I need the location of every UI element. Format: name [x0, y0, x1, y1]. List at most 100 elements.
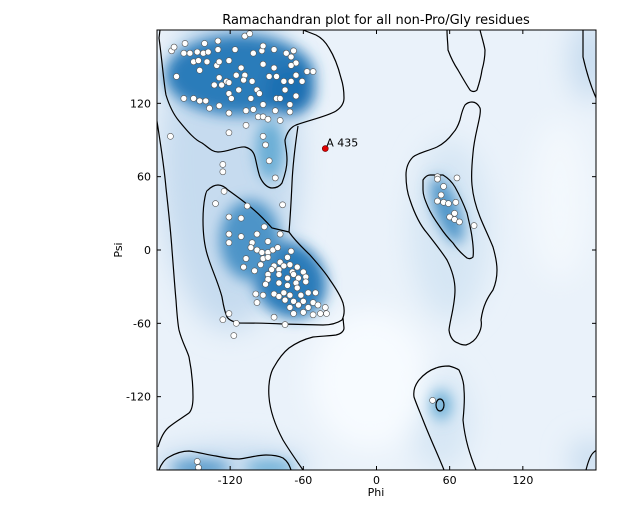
residue-point	[264, 238, 272, 245]
residue-point	[309, 68, 317, 75]
residue-point	[190, 95, 197, 102]
contour-left	[157, 117, 194, 448]
residue-point	[195, 464, 202, 470]
residue-point	[242, 255, 250, 262]
residue-point	[271, 107, 279, 114]
residue-point	[211, 81, 218, 89]
residue-point	[287, 62, 295, 69]
residue-point	[215, 102, 223, 110]
residue-point	[304, 304, 312, 311]
x-tick-label: -120	[218, 474, 243, 487]
y-tick-label: -120	[126, 391, 151, 404]
residue-point	[293, 284, 301, 292]
residue-point	[437, 191, 445, 199]
residue-point	[265, 157, 273, 165]
residue-point	[314, 301, 322, 309]
residue-point	[321, 304, 329, 311]
y-tick-label: 120	[130, 97, 151, 110]
residue-point	[237, 233, 245, 240]
residue-point	[270, 64, 278, 72]
residue-point	[290, 47, 297, 55]
contour-bottom-right-inner	[435, 398, 445, 412]
residue-point	[265, 73, 273, 80]
residue-point	[262, 280, 269, 288]
residue-point	[295, 301, 302, 309]
residue-point	[434, 197, 441, 205]
residue-point	[251, 267, 258, 275]
x-tick-label: 0	[373, 474, 380, 487]
residue-point	[248, 78, 256, 85]
data-points	[167, 30, 478, 470]
residue-point	[219, 316, 227, 323]
residue-point	[235, 86, 243, 94]
residue-point	[215, 74, 223, 81]
residue-point	[293, 263, 301, 271]
residue-point	[290, 271, 297, 278]
residue-point	[286, 291, 294, 299]
residue-point	[264, 115, 272, 123]
residue-point	[193, 48, 201, 56]
residue-point	[228, 95, 235, 102]
residue-point	[232, 320, 240, 327]
residue-point	[219, 161, 227, 168]
contour-middle	[268, 317, 345, 470]
residue-point	[202, 97, 210, 105]
residue-point	[259, 101, 267, 108]
residue-point	[170, 43, 178, 51]
residue-point	[302, 278, 310, 286]
residue-point	[434, 175, 441, 183]
residue-point	[237, 64, 245, 72]
residue-point	[173, 73, 180, 80]
residue-point	[253, 230, 261, 238]
residue-point	[452, 199, 460, 206]
residue-point	[281, 296, 289, 304]
residue-point	[240, 76, 247, 84]
residue-point	[286, 304, 294, 311]
residue-point	[300, 298, 307, 305]
x-tick-label: 60	[443, 474, 457, 487]
residue-point	[256, 90, 263, 97]
residue-point	[282, 49, 290, 57]
residue-point	[193, 458, 201, 465]
contour-right-lobe-inner	[422, 174, 475, 260]
residue-point	[445, 200, 452, 207]
residue-point	[284, 254, 291, 261]
outlier-point	[321, 145, 329, 152]
residue-point	[250, 106, 257, 113]
residue-point	[225, 79, 233, 86]
residue-point	[440, 183, 447, 190]
residue-point	[284, 274, 291, 282]
residue-point	[273, 73, 280, 80]
residue-point	[257, 261, 264, 268]
residue-point	[317, 310, 324, 317]
residue-point	[290, 298, 297, 305]
residue-point	[271, 174, 279, 182]
residue-point	[225, 310, 233, 317]
outlier-label: A 435	[326, 137, 358, 150]
y-tick-label: 0	[144, 244, 151, 257]
residue-point	[225, 230, 233, 238]
residue-point	[246, 30, 253, 37]
residue-point	[261, 223, 268, 231]
contour-bottom-left	[158, 450, 292, 470]
x-tick-label: 120	[512, 474, 533, 487]
residue-point	[232, 71, 240, 79]
residue-point	[276, 95, 284, 102]
residue-point	[186, 49, 194, 57]
residue-point	[279, 201, 286, 209]
residue-point	[242, 122, 250, 129]
chart-title: Ramachandran plot for all non-Pro/Gly re…	[222, 13, 530, 28]
residue-point	[242, 107, 250, 114]
residue-point	[196, 67, 203, 74]
residue-point	[286, 101, 294, 108]
density-background	[157, 30, 596, 470]
residue-point	[280, 262, 288, 270]
residue-point	[264, 254, 272, 261]
residue-point	[270, 313, 278, 321]
residue-point	[258, 249, 266, 256]
residue-point	[240, 263, 247, 271]
residue-point	[287, 247, 295, 255]
residue-point	[312, 289, 319, 297]
residue-point	[167, 133, 174, 140]
residue-point	[214, 37, 222, 45]
